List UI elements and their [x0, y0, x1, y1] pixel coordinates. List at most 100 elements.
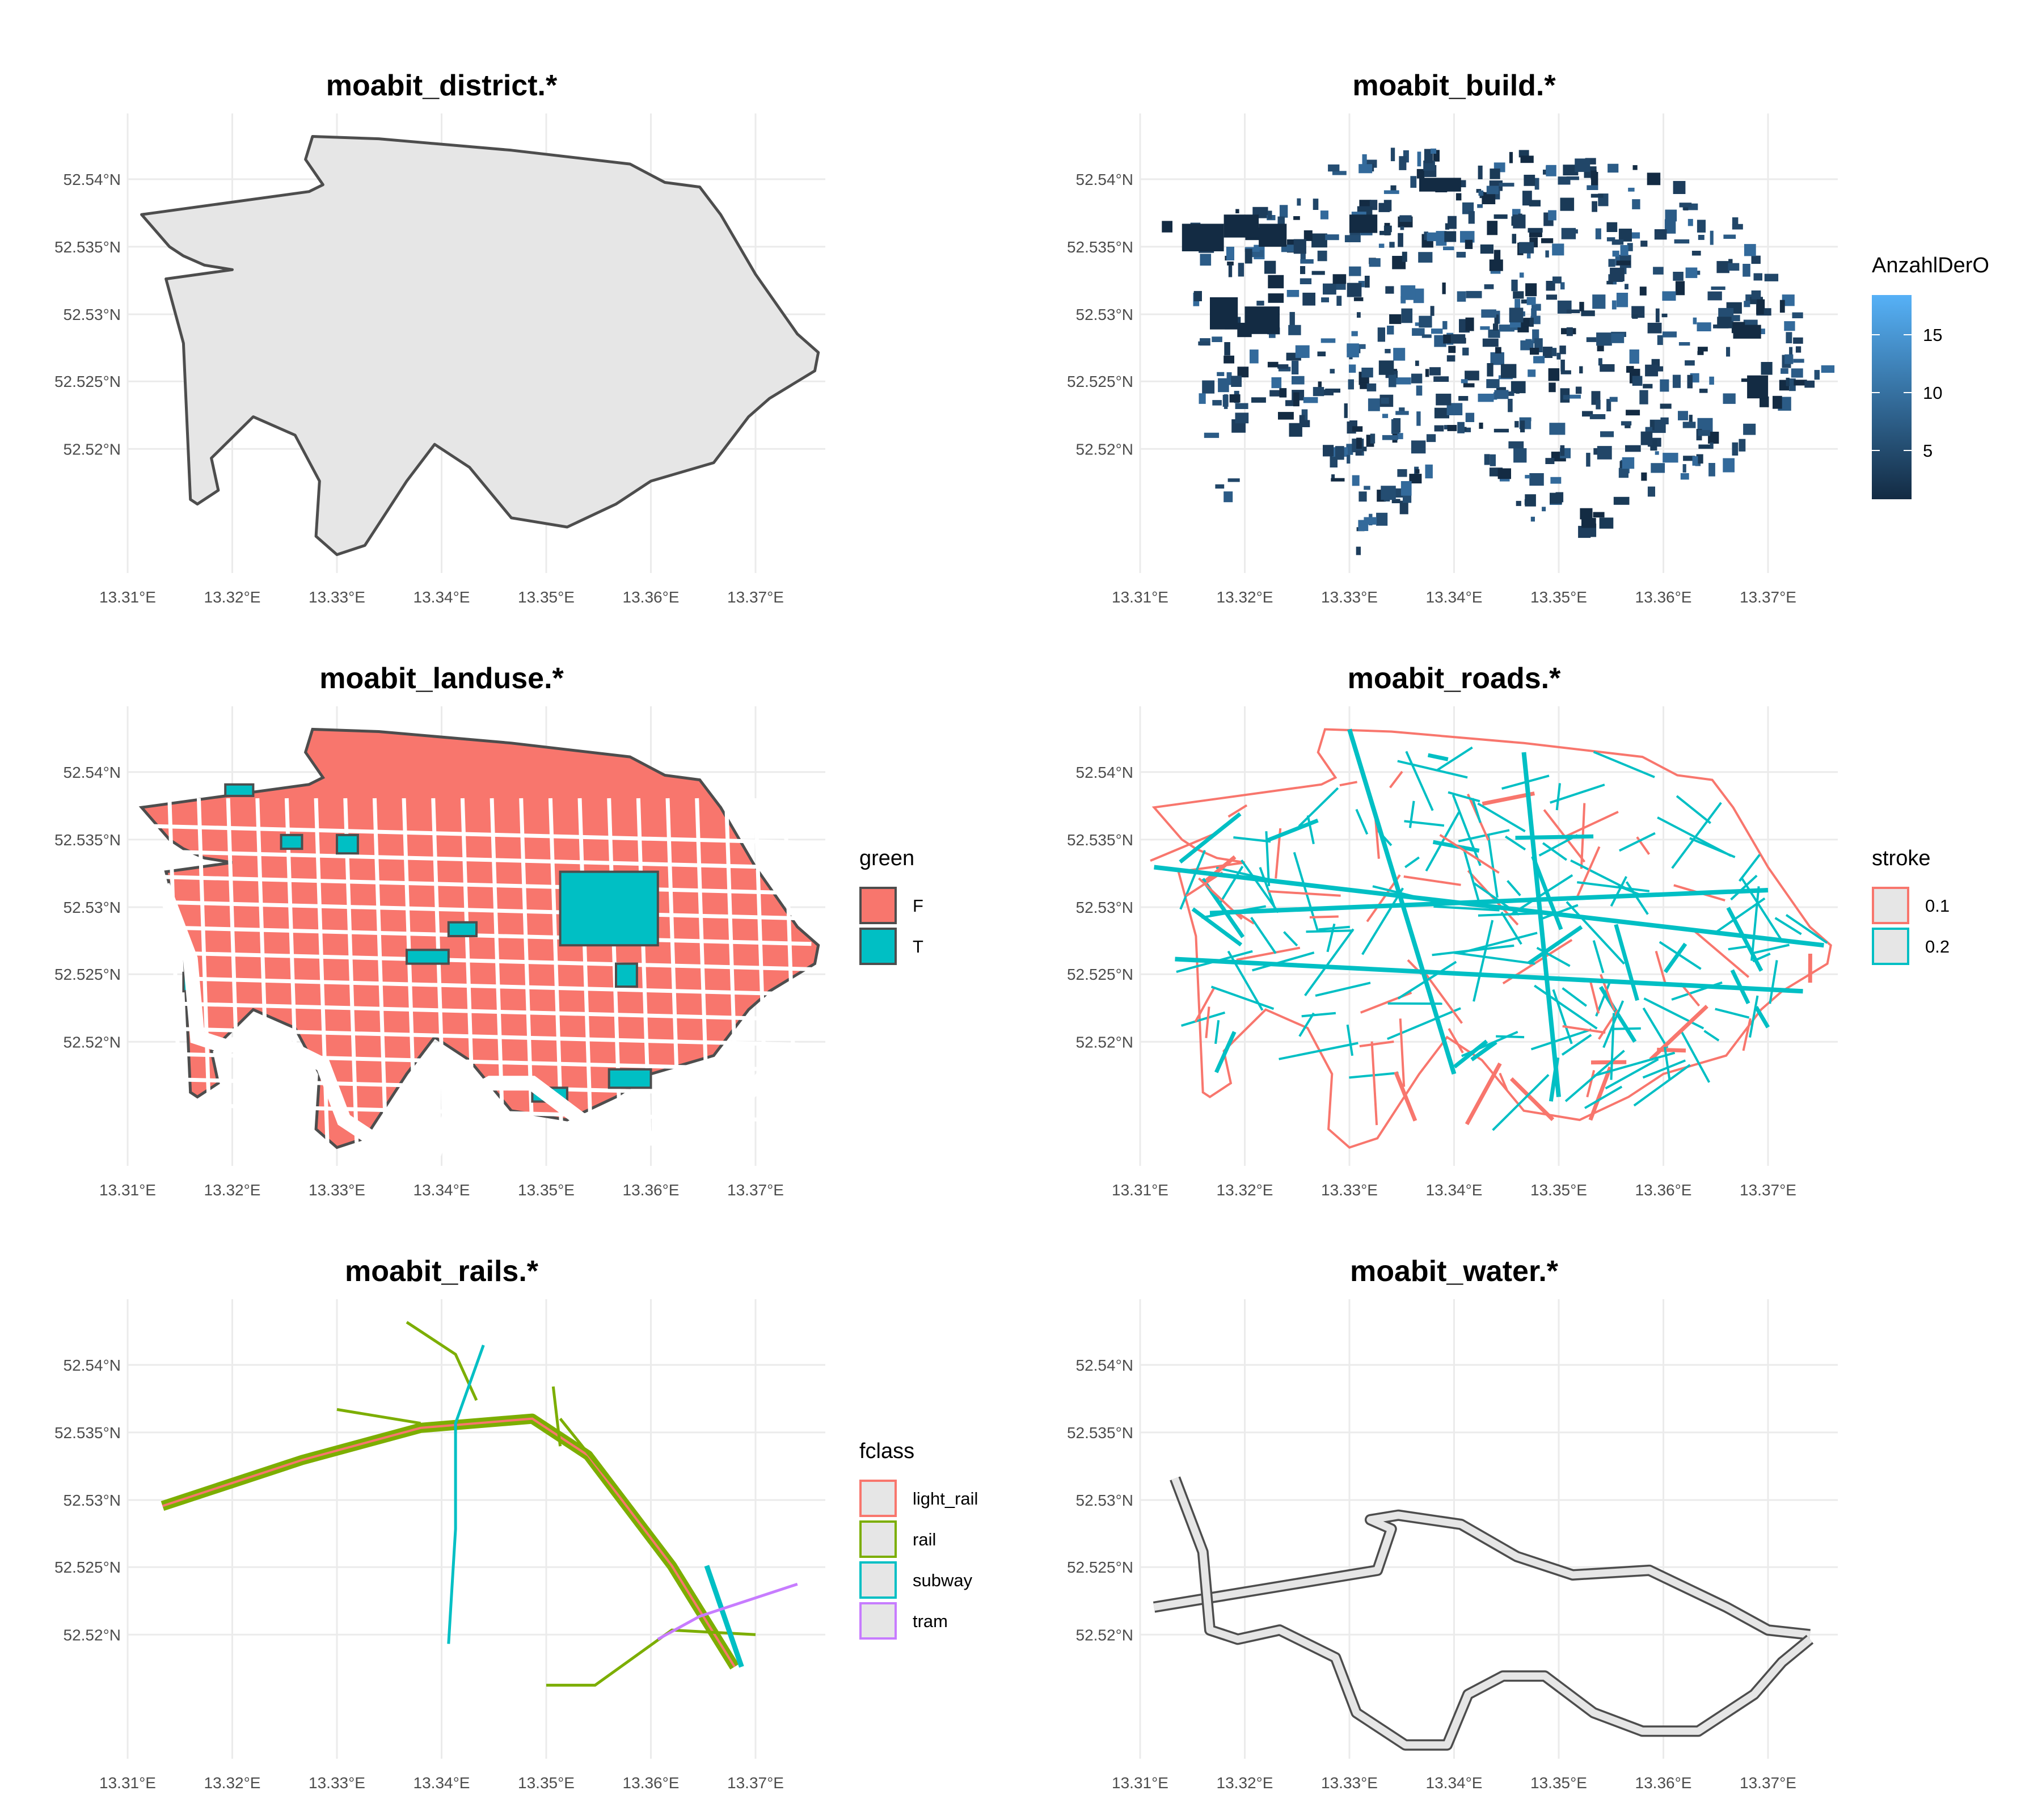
building	[1416, 168, 1425, 179]
building	[1409, 474, 1422, 484]
legend-key	[859, 1561, 897, 1599]
building	[1495, 347, 1501, 353]
building	[1313, 199, 1319, 210]
building	[1548, 210, 1556, 221]
building	[1732, 224, 1743, 230]
building	[1403, 494, 1412, 503]
building	[1525, 475, 1530, 479]
building	[1699, 389, 1708, 393]
building	[1400, 481, 1412, 496]
building	[1524, 175, 1535, 186]
legend-label: light_rail	[913, 1489, 978, 1509]
road-segment	[1339, 781, 1357, 787]
building	[1446, 355, 1455, 362]
building	[1302, 292, 1315, 306]
y-tick-label: 52.53°N	[1076, 306, 1134, 323]
building	[1487, 363, 1493, 377]
building	[1499, 183, 1514, 187]
building	[1560, 370, 1571, 374]
panel-title: moabit_roads.*	[1348, 662, 1561, 695]
building	[1436, 231, 1447, 246]
building	[1385, 349, 1391, 353]
building	[1410, 176, 1417, 188]
road-segment	[1728, 945, 1750, 951]
building	[1223, 214, 1259, 238]
building	[1795, 346, 1801, 353]
road-segment	[1564, 1050, 1625, 1102]
building	[1311, 271, 1325, 275]
building	[1395, 411, 1409, 415]
building	[1331, 474, 1335, 478]
road-segment	[1655, 950, 1667, 985]
building	[1739, 439, 1746, 452]
building	[1381, 397, 1389, 404]
building	[1647, 172, 1661, 186]
road-segment	[1550, 783, 1605, 804]
building	[1460, 231, 1475, 243]
road-segment	[1487, 835, 1499, 898]
road-segment	[1500, 911, 1522, 945]
building	[1598, 358, 1602, 366]
building	[1317, 250, 1327, 262]
building	[1419, 315, 1432, 328]
building	[1628, 187, 1635, 192]
building	[1300, 248, 1306, 262]
building	[1529, 200, 1541, 207]
y-tick-label: 52.535°N	[1067, 831, 1133, 849]
building	[1654, 229, 1667, 240]
legend-key	[1872, 928, 1909, 965]
y-tick-label: 52.535°N	[54, 831, 121, 849]
x-tick-label: 13.33°E	[309, 588, 365, 606]
road-segment	[1750, 886, 1760, 961]
building	[1632, 199, 1640, 209]
road-segment	[1584, 1085, 1623, 1109]
building	[1415, 360, 1419, 366]
building	[1490, 352, 1504, 365]
building	[1764, 273, 1779, 281]
street-gap	[141, 899, 812, 921]
building	[1244, 247, 1260, 252]
x-tick-label: 13.35°E	[518, 1181, 575, 1199]
map-panel-buildings: moabit_build.* 13.31°E 13.32°E 13.33°E 13.34…	[1067, 69, 1989, 606]
x-tick-label: 13.37°E	[1740, 588, 1796, 606]
building	[1639, 390, 1648, 405]
map-panel-rails: moabit_rails.* 13.31°E 13.32°E 13.33°E 13.34…	[54, 1255, 978, 1792]
road-segment	[1470, 1040, 1497, 1061]
colorbar-label: 5	[1923, 441, 1933, 461]
road-network	[1150, 728, 1832, 1149]
building	[1226, 246, 1234, 261]
street-gap	[141, 824, 812, 845]
building	[1616, 260, 1631, 266]
building	[1330, 369, 1335, 374]
building	[1416, 385, 1423, 396]
road-segment	[1436, 746, 1473, 772]
building	[1238, 263, 1244, 277]
colorbar-label: 15	[1923, 325, 1942, 345]
building	[1360, 231, 1373, 235]
rail-branch	[546, 1628, 756, 1687]
building	[1545, 458, 1555, 464]
building	[1525, 494, 1536, 507]
road-segment	[1750, 943, 1790, 955]
building	[1244, 248, 1252, 264]
building	[1457, 422, 1465, 433]
building	[1303, 397, 1318, 403]
road-segment	[1252, 951, 1315, 972]
building	[1210, 297, 1238, 330]
building	[1489, 259, 1503, 271]
x-tick-label: 13.35°E	[1530, 1774, 1587, 1792]
building	[1293, 216, 1300, 220]
road-segment	[1404, 820, 1445, 827]
building	[1328, 164, 1340, 172]
building	[1757, 299, 1765, 309]
x-tick-label: 13.34°E	[1426, 1774, 1483, 1792]
river-gap	[155, 883, 803, 1160]
y-tick-label: 52.54°N	[1076, 1356, 1134, 1374]
y-tick-label: 52.53°N	[1076, 1492, 1134, 1509]
building	[1349, 266, 1361, 276]
building	[1595, 228, 1601, 239]
building	[1364, 276, 1370, 288]
x-tick-label: 13.31°E	[99, 1181, 156, 1199]
building	[1514, 299, 1521, 310]
